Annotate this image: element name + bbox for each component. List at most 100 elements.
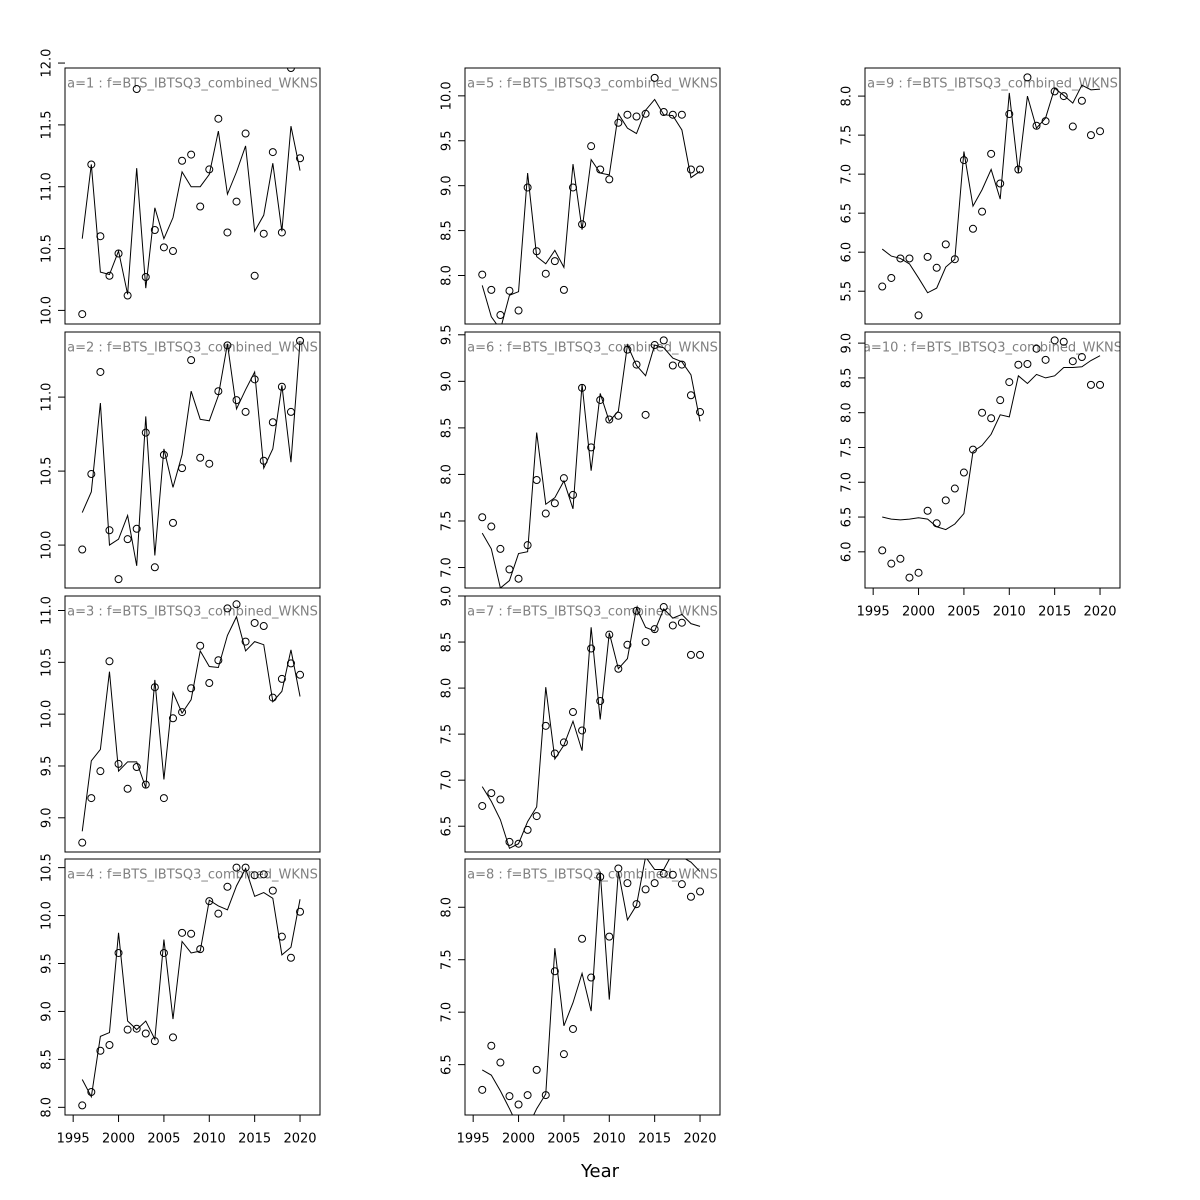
data-point xyxy=(559,285,568,294)
y-tick-label: 7.5 xyxy=(840,437,855,458)
y-tick-label: 9.5 xyxy=(440,324,455,345)
fitted-line xyxy=(81,126,301,295)
x-tick-label: 2000 xyxy=(902,605,935,620)
data-point xyxy=(1005,110,1014,119)
x-tick-label: 2005 xyxy=(947,605,980,620)
data-point xyxy=(677,618,686,627)
data-point xyxy=(259,622,268,631)
data-point xyxy=(87,470,96,479)
data-point xyxy=(141,780,150,789)
y-tick-label: 11.5 xyxy=(40,110,55,139)
data-point xyxy=(587,644,596,653)
y-tick-label: 7.5 xyxy=(440,949,455,970)
data-point xyxy=(259,870,268,879)
data-point xyxy=(987,149,996,158)
data-point xyxy=(659,108,668,117)
data-point xyxy=(505,837,514,846)
data-point xyxy=(523,183,532,192)
data-point xyxy=(996,179,1005,188)
data-point xyxy=(887,273,896,282)
y-tick-label: 8.5 xyxy=(40,1049,55,1070)
data-point xyxy=(623,640,632,649)
data-point xyxy=(159,948,168,957)
data-point xyxy=(550,967,559,976)
x-tick-label: 1995 xyxy=(857,605,890,620)
data-point xyxy=(478,513,487,522)
data-point xyxy=(650,625,659,634)
data-point xyxy=(168,714,177,723)
data-point xyxy=(241,129,250,138)
data-point xyxy=(114,948,123,957)
data-point xyxy=(250,618,259,627)
panel-frame xyxy=(464,595,721,853)
data-point xyxy=(696,650,705,659)
panel-frame xyxy=(64,67,321,325)
data-point xyxy=(623,110,632,119)
panel-title: a=2 : f=BTS_IBTSQ3_combined_WKNS xyxy=(67,341,318,356)
data-point xyxy=(677,880,686,889)
data-point xyxy=(878,282,887,291)
data-point xyxy=(1096,380,1105,389)
plot-area: a=10 : f=BTS_IBTSQ3_combined_WKNS xyxy=(865,336,1120,582)
data-point xyxy=(223,228,232,237)
data-point xyxy=(668,361,677,370)
data-point xyxy=(686,391,695,400)
fitted-line xyxy=(481,606,701,850)
data-point xyxy=(696,165,705,174)
data-point xyxy=(523,1091,532,1100)
data-point xyxy=(96,1046,105,1055)
data-point xyxy=(250,271,259,280)
data-point xyxy=(959,468,968,477)
data-point xyxy=(632,112,641,121)
data-point xyxy=(196,453,205,462)
data-point xyxy=(686,892,695,901)
data-point xyxy=(296,670,305,679)
panel: 8.0 8.5 9.0 9.5 10.0 a=5 : f=BTS_IBTSQ3_combi… xyxy=(440,67,721,325)
data-point xyxy=(541,721,550,730)
x-tick-label: 2020 xyxy=(1083,605,1116,620)
y-tick-label: 7.5 xyxy=(440,511,455,532)
data-point xyxy=(496,311,505,320)
y-tick-label: 10.5 xyxy=(40,853,55,882)
fitted-line xyxy=(81,340,301,566)
y-tick-label: 7.5 xyxy=(440,724,455,745)
data-point xyxy=(141,428,150,437)
data-point xyxy=(650,341,659,350)
data-point xyxy=(641,885,650,894)
data-point xyxy=(487,1041,496,1050)
plot-area: a=7 : f=BTS_IBTSQ3_combined_WKNS xyxy=(467,603,718,850)
data-point xyxy=(959,156,968,165)
data-point xyxy=(1086,380,1095,389)
fitted-line xyxy=(882,355,1101,531)
data-point xyxy=(187,684,196,693)
data-point xyxy=(105,271,114,280)
fitted-line xyxy=(481,859,701,1115)
x-tick-label: 2015 xyxy=(1038,605,1071,620)
data-point xyxy=(978,408,987,417)
data-point xyxy=(641,410,650,419)
data-point xyxy=(187,150,196,159)
data-point xyxy=(123,535,132,544)
data-point xyxy=(1068,122,1077,131)
y-tick-label: 9.5 xyxy=(440,130,455,151)
x-tick-label: 2020 xyxy=(683,1132,716,1147)
data-point xyxy=(505,286,514,295)
y-tick-label: 7.0 xyxy=(840,164,855,185)
data-point xyxy=(532,476,541,485)
panel: 8.0 8.5 9.0 9.5 10.0 10.5 1995 2000 2005 2010 2015… xyxy=(40,853,321,1147)
data-point xyxy=(950,484,959,493)
x-tick-label: 2020 xyxy=(283,1132,316,1147)
data-point xyxy=(914,311,923,320)
data-point xyxy=(487,522,496,531)
data-point xyxy=(1014,165,1023,174)
data-point xyxy=(1050,336,1059,345)
x-tick-label: 1995 xyxy=(457,1132,490,1147)
data-point xyxy=(223,604,232,613)
data-point xyxy=(596,696,605,705)
data-point xyxy=(277,674,286,683)
data-point xyxy=(968,224,977,233)
y-tick-label: 10.5 xyxy=(40,234,55,263)
data-point xyxy=(487,285,496,294)
plot-area: a=5 : f=BTS_IBTSQ3_combined_WKNS xyxy=(467,73,718,324)
x-tick-label: 2010 xyxy=(593,1132,626,1147)
